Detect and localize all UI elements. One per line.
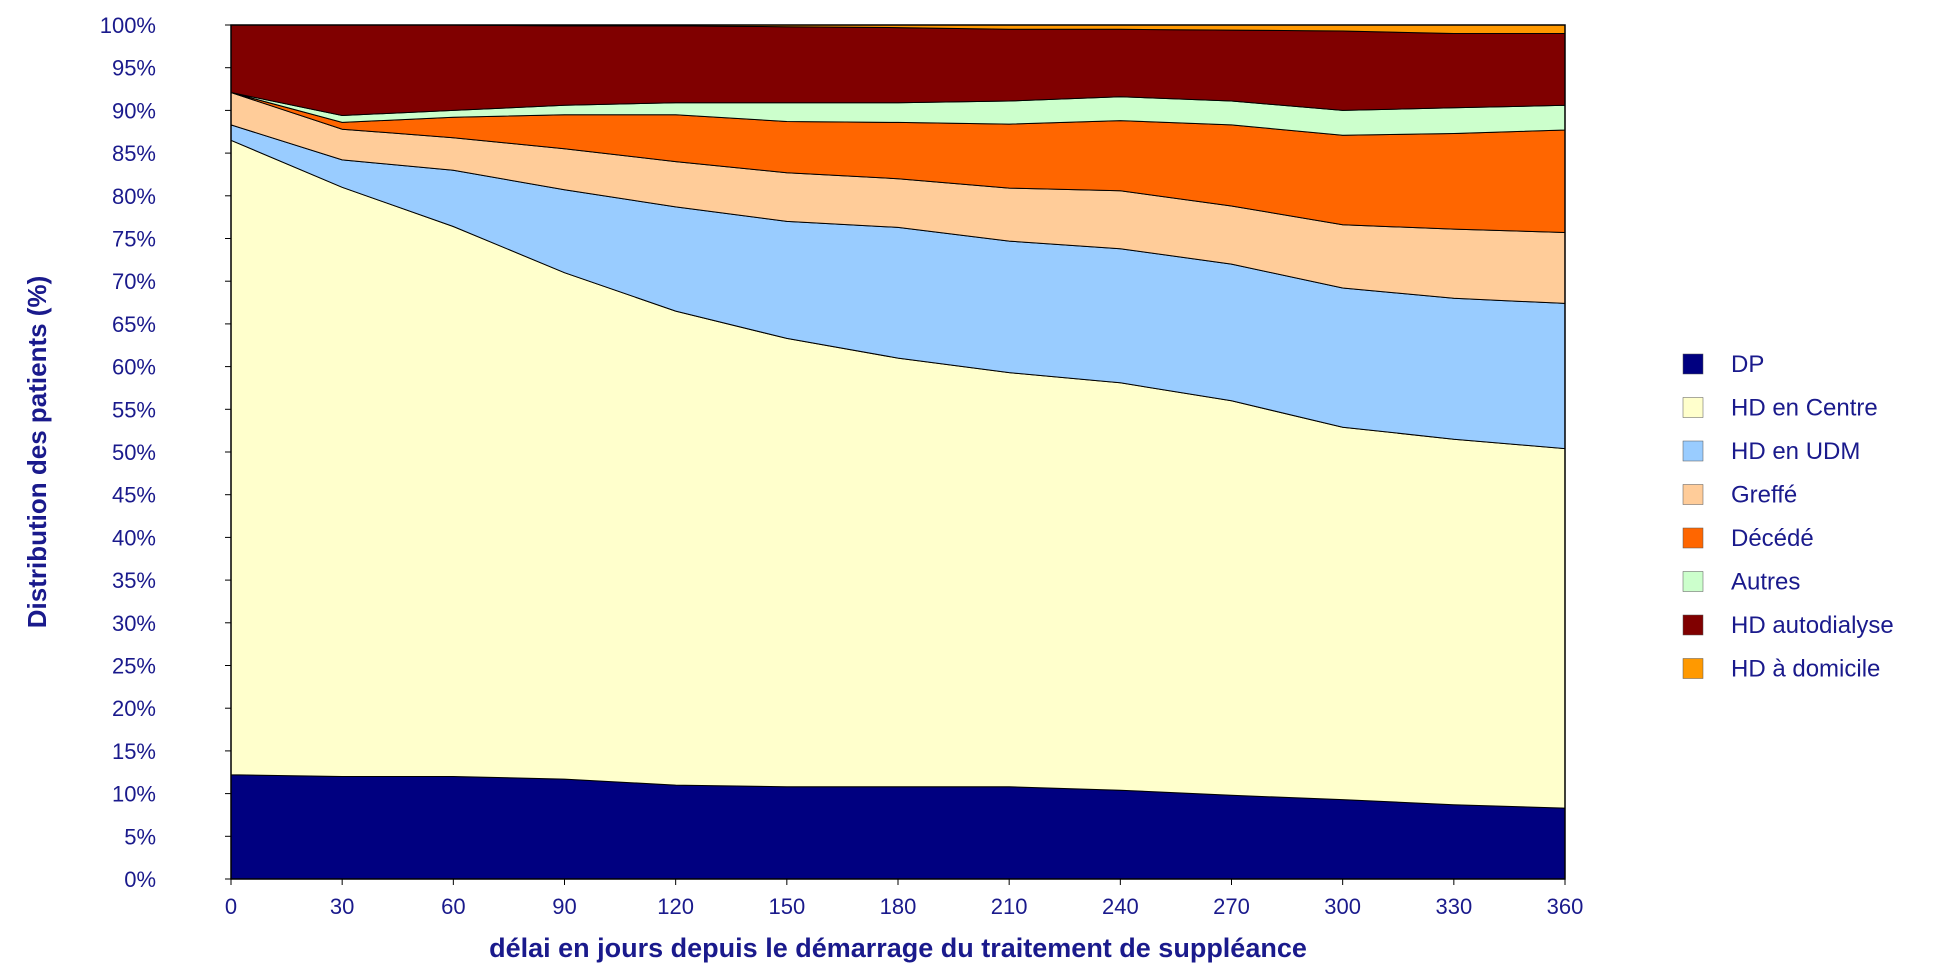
y-axis-ticks: 0% 5% 10% 15% 20% 25% 30% 35% 40% 45% 50% 55% 60% 65%…	[100, 13, 231, 892]
legend-label-hd-en-udm: HD en UDM	[1731, 438, 1860, 465]
x-tick-label: 240	[1102, 894, 1139, 919]
y-tick-label: 60%	[112, 355, 156, 380]
y-tick-label: 15%	[112, 739, 156, 764]
y-tick-label: 20%	[112, 696, 156, 721]
y-tick-label: 25%	[112, 654, 156, 679]
y-tick-label: 100%	[100, 13, 156, 38]
legend-swatch-dp	[1682, 353, 1704, 375]
legend-swatch-hd-en-centre	[1682, 397, 1704, 418]
legend-label-hd-autodialyse: HD autodialyse	[1731, 612, 1894, 639]
legend-swatch-autres	[1682, 571, 1704, 592]
y-tick-label: 75%	[112, 227, 156, 252]
legend-swatch-hd-a-domicile	[1682, 658, 1704, 679]
y-axis-title: Distribution des patients (%)	[22, 276, 52, 628]
y-tick-label: 45%	[112, 483, 156, 508]
x-tick-label: 180	[880, 894, 917, 919]
x-tick-label: 30	[330, 894, 354, 919]
x-tick-label: 150	[768, 894, 805, 919]
y-tick-label: 40%	[112, 525, 156, 550]
x-tick-label: 60	[441, 894, 465, 919]
x-tick-label: 300	[1324, 894, 1361, 919]
y-tick-label: 30%	[112, 611, 156, 636]
x-axis-title: délai en jours depuis le démarrage du tr…	[489, 933, 1307, 963]
y-tick-label: 55%	[112, 397, 156, 422]
y-tick-label: 85%	[112, 141, 156, 166]
y-tick-label: 10%	[112, 782, 156, 807]
x-tick-label: 330	[1435, 894, 1472, 919]
y-tick-label: 65%	[112, 312, 156, 337]
series-areas	[230, 24, 1566, 880]
legend-label-greffe: Greffé	[1731, 482, 1797, 509]
y-tick-label: 95%	[112, 56, 156, 81]
legend-swatch-hd-autodialyse	[1682, 614, 1704, 636]
x-tick-label: 270	[1213, 894, 1250, 919]
y-tick-label: 70%	[112, 269, 156, 294]
x-tick-label: 360	[1547, 894, 1584, 919]
legend-label-hd-en-centre: HD en Centre	[1731, 395, 1878, 422]
y-tick-label: 0%	[124, 867, 156, 892]
legend-swatch-hd-en-udm	[1682, 440, 1704, 462]
legend-label-hd-a-domicile: HD à domicile	[1731, 656, 1880, 683]
x-tick-label: 210	[991, 894, 1028, 919]
y-tick-label: 35%	[112, 568, 156, 593]
legend: DP HD en Centre HD en UDM Greffé Décédé Autre…	[1682, 351, 1894, 683]
x-tick-label: 90	[552, 894, 576, 919]
legend-swatch-decede	[1682, 527, 1704, 549]
x-tick-label: 0	[225, 894, 237, 919]
x-tick-label: 120	[657, 894, 694, 919]
legend-swatch-greffe	[1682, 484, 1704, 505]
legend-label-decede: Décédé	[1731, 525, 1814, 552]
y-tick-label: 5%	[124, 824, 156, 849]
legend-label-dp: DP	[1731, 351, 1764, 378]
x-axis-ticks: 0 30 60 90 120 150 180 210 240 270 300 330 360	[225, 879, 1583, 919]
y-tick-label: 80%	[112, 184, 156, 209]
area-hd-autodialyse	[230, 24, 1566, 117]
legend-label-autres: Autres	[1731, 569, 1800, 596]
y-tick-label: 50%	[112, 440, 156, 465]
y-tick-label: 90%	[112, 98, 156, 123]
